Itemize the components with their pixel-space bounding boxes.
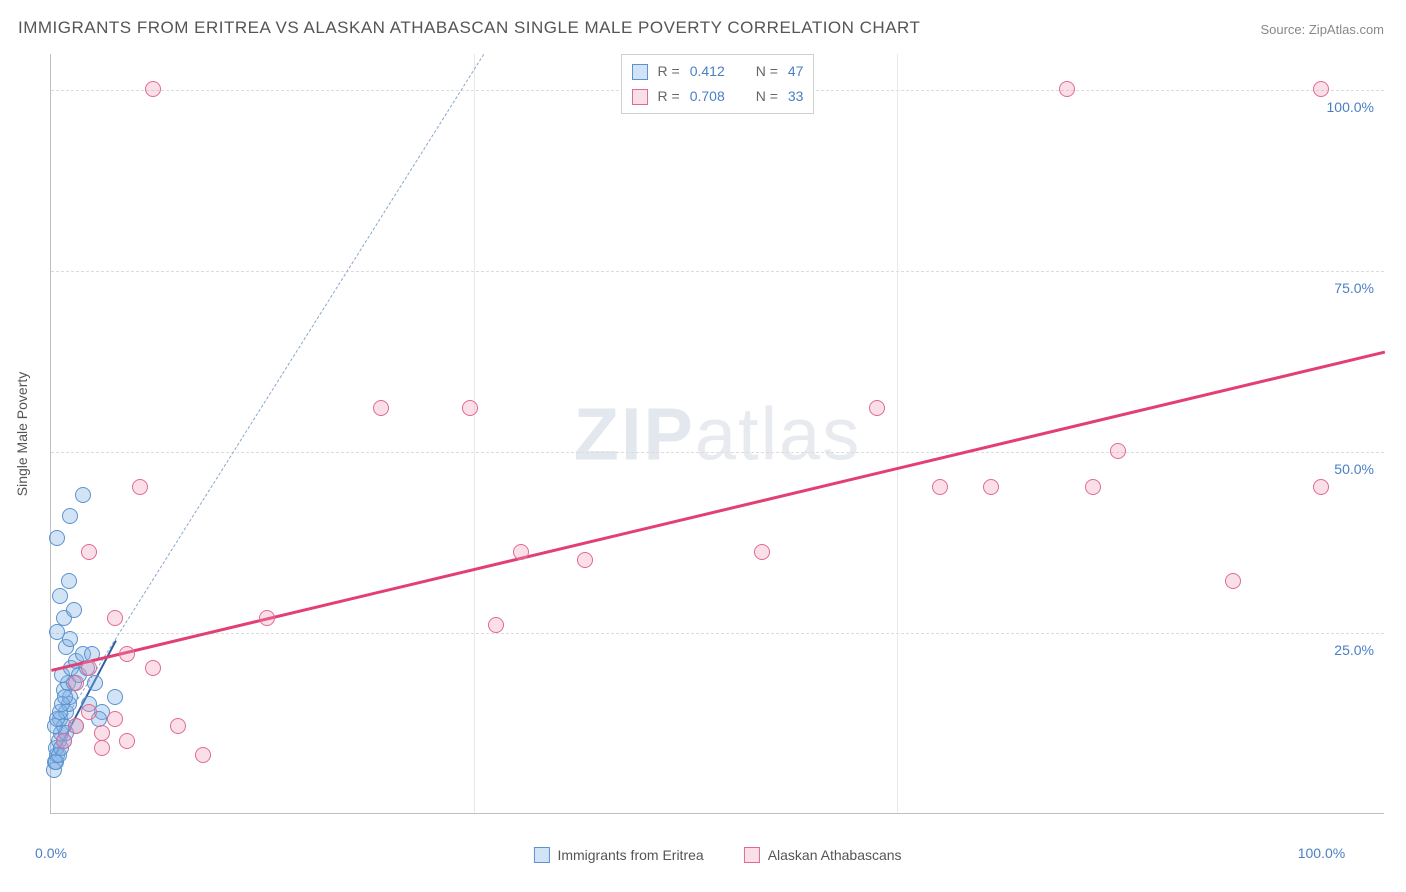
gridline-h (51, 633, 1384, 634)
legend-swatch (632, 64, 648, 80)
data-point (62, 508, 78, 524)
legend-swatch (744, 847, 760, 863)
gridline-h (51, 271, 1384, 272)
x-tick-label-0: 0.0% (35, 845, 67, 861)
y-tick-label: 100.0% (1327, 99, 1374, 115)
y-tick-label: 50.0% (1334, 461, 1374, 477)
data-point (94, 725, 110, 741)
data-point (47, 718, 63, 734)
legend-r-label: R = (658, 59, 680, 84)
data-point (94, 704, 110, 720)
data-point (195, 747, 211, 763)
legend-n-value: 33 (788, 84, 804, 109)
data-point (869, 400, 885, 416)
watermark-rest: atlas (695, 392, 861, 475)
data-point (132, 479, 148, 495)
data-point (75, 487, 91, 503)
data-point (81, 704, 97, 720)
legend-row: R = 0.412 N = 47 (632, 59, 804, 84)
data-point (46, 762, 62, 778)
data-point (81, 544, 97, 560)
data-point (54, 696, 70, 712)
legend-n-label: N = (756, 84, 778, 109)
data-point (488, 617, 504, 633)
legend-r-label: R = (658, 84, 680, 109)
data-point (61, 573, 77, 589)
data-point (66, 602, 82, 618)
regression-line (64, 54, 484, 720)
data-point (1225, 573, 1241, 589)
chart-title: IMMIGRANTS FROM ERITREA VS ALASKAN ATHAB… (18, 18, 920, 38)
data-point (60, 675, 76, 691)
source-label: Source: ZipAtlas.com (1260, 22, 1384, 37)
watermark-bold: ZIP (574, 392, 695, 475)
data-point (577, 552, 593, 568)
data-point (48, 754, 64, 770)
data-point (145, 660, 161, 676)
data-point (932, 479, 948, 495)
data-point (1085, 479, 1101, 495)
watermark-text: ZIPatlas (574, 391, 861, 476)
legend-r-value: 0.708 (690, 84, 736, 109)
series-legend: Immigrants from Eritrea Alaskan Athabasca… (533, 847, 901, 863)
correlation-legend: R = 0.412 N = 47 R = 0.708 N = 33 (621, 54, 815, 114)
plot-area: ZIPatlas R =0.412N =47R =0.708N =33 Immi… (50, 54, 1384, 814)
data-point (107, 689, 123, 705)
data-point (983, 479, 999, 495)
data-point (107, 711, 123, 727)
data-point (49, 711, 65, 727)
gridline-v (474, 54, 475, 813)
data-point (170, 718, 186, 734)
y-tick-label: 25.0% (1334, 642, 1374, 658)
data-point (754, 544, 770, 560)
legend-swatch (632, 89, 648, 105)
data-point (52, 588, 68, 604)
legend-n-label: N = (756, 59, 778, 84)
data-point (91, 711, 107, 727)
data-point (68, 675, 84, 691)
legend-series-label: Alaskan Athabascans (768, 847, 902, 863)
data-point (56, 610, 72, 626)
data-point (58, 639, 74, 655)
legend-swatch (533, 847, 549, 863)
legend-row: R = 0.708 N = 33 (632, 84, 804, 109)
data-point (66, 675, 82, 691)
data-point (373, 400, 389, 416)
data-point (57, 689, 73, 705)
data-point (119, 733, 135, 749)
data-point (56, 682, 72, 698)
data-point (94, 740, 110, 756)
gridline-h (51, 452, 1384, 453)
y-axis-title: Single Male Poverty (14, 372, 30, 497)
data-point (1313, 479, 1329, 495)
y-tick-label: 75.0% (1334, 280, 1374, 296)
gridline-v (897, 54, 898, 813)
legend-n-value: 47 (788, 59, 804, 84)
regression-line (51, 351, 1386, 672)
x-tick-label-100: 100.0% (1298, 845, 1345, 861)
data-point (107, 610, 123, 626)
data-point (71, 667, 87, 683)
data-point (462, 400, 478, 416)
data-point (49, 530, 65, 546)
legend-series-label: Immigrants from Eritrea (557, 847, 703, 863)
legend-r-value: 0.412 (690, 59, 736, 84)
legend-item: Immigrants from Eritrea (533, 847, 703, 863)
legend-item: Alaskan Athabascans (744, 847, 902, 863)
